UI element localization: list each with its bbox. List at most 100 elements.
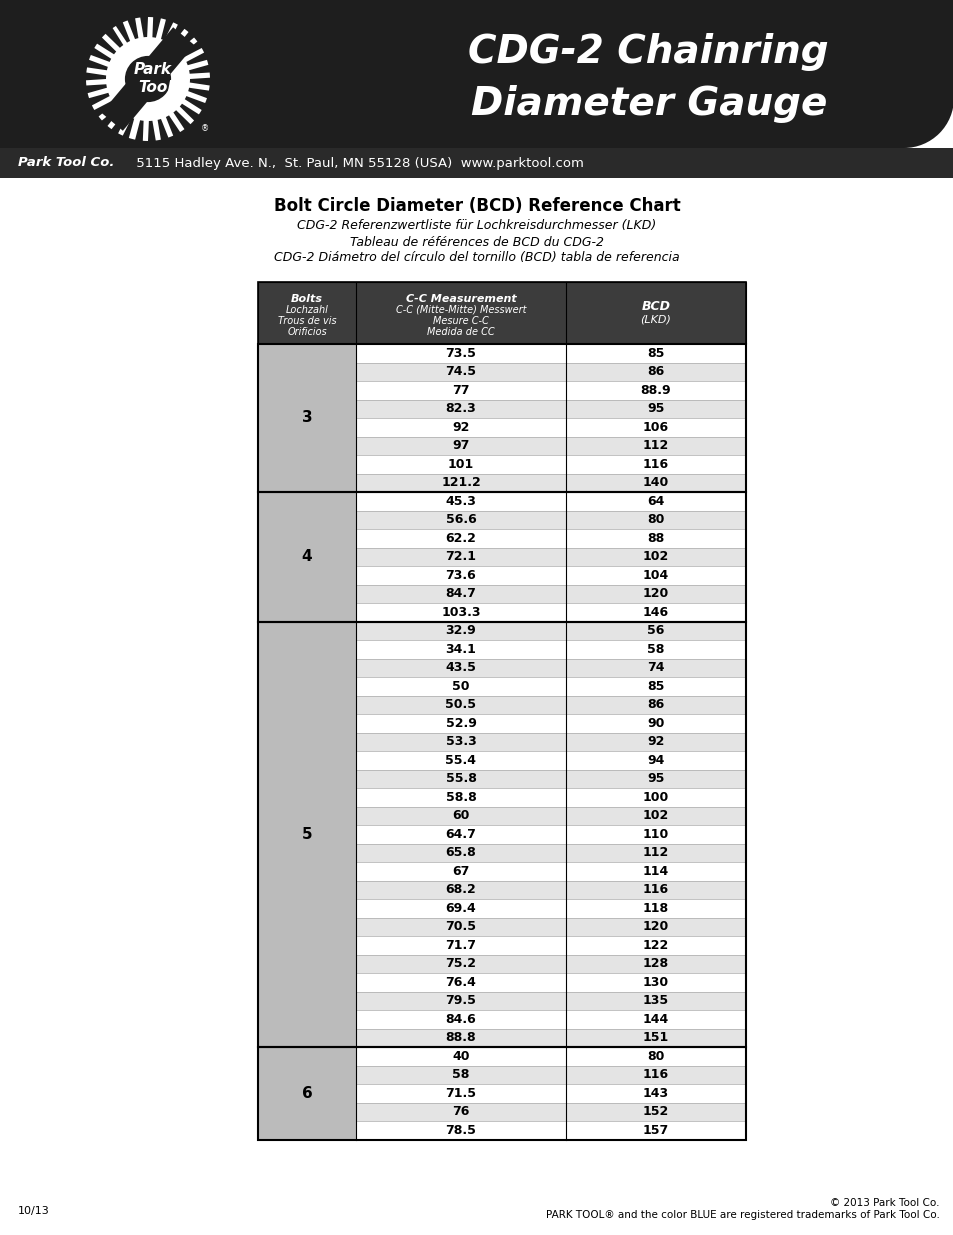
Bar: [565, 899, 745, 918]
Bar: [565, 1047, 745, 1066]
Bar: [355, 751, 565, 769]
Bar: [355, 1010, 565, 1029]
Text: 70.5: 70.5: [445, 920, 476, 934]
Bar: [565, 769, 745, 788]
Bar: [355, 363, 565, 382]
Text: 121.2: 121.2: [440, 477, 480, 489]
Bar: [565, 825, 745, 844]
Bar: [565, 788, 745, 806]
Bar: [565, 881, 745, 899]
Text: 45.3: 45.3: [445, 495, 476, 508]
Text: 90: 90: [647, 716, 664, 730]
Text: 128: 128: [642, 957, 668, 971]
Text: 104: 104: [642, 569, 668, 582]
Text: 74.5: 74.5: [445, 366, 476, 378]
Text: 55.8: 55.8: [445, 772, 476, 785]
Text: 110: 110: [642, 827, 668, 841]
Bar: [355, 955, 565, 973]
Bar: [565, 806, 745, 825]
Circle shape: [125, 56, 171, 103]
Text: 118: 118: [642, 902, 668, 915]
Text: 88: 88: [647, 532, 664, 545]
Bar: [355, 1084, 565, 1103]
Text: Bolt Circle Diameter (BCD) Reference Chart: Bolt Circle Diameter (BCD) Reference Cha…: [274, 198, 679, 215]
Text: 65.8: 65.8: [445, 846, 476, 860]
Text: © 2013 Park Tool Co.: © 2013 Park Tool Co.: [830, 1198, 939, 1208]
Bar: [565, 603, 745, 621]
Bar: [355, 399, 565, 417]
Text: 3: 3: [301, 410, 312, 426]
Text: 86: 86: [647, 698, 664, 711]
Text: Bolts: Bolts: [291, 294, 323, 304]
Text: 80: 80: [647, 1050, 664, 1063]
Polygon shape: [86, 17, 210, 141]
Text: 50.5: 50.5: [445, 698, 476, 711]
Bar: [0, 148, 953, 178]
Bar: [355, 714, 565, 732]
Text: 85: 85: [647, 347, 664, 359]
Bar: [355, 862, 565, 881]
Text: 78.5: 78.5: [445, 1124, 476, 1136]
Text: CDG-2 Chainring: CDG-2 Chainring: [468, 33, 828, 70]
Bar: [565, 566, 745, 584]
Bar: [565, 1066, 745, 1084]
Bar: [565, 473, 745, 492]
Bar: [565, 510, 745, 529]
Text: 152: 152: [642, 1105, 668, 1118]
Bar: [565, 640, 745, 658]
Bar: [565, 732, 745, 751]
Text: 116: 116: [642, 883, 668, 897]
Text: 79.5: 79.5: [445, 994, 476, 1008]
Text: 151: 151: [642, 1031, 668, 1045]
Bar: [565, 751, 745, 769]
Bar: [565, 363, 745, 382]
Text: 32.9: 32.9: [445, 624, 476, 637]
Text: Trous de vis: Trous de vis: [277, 316, 336, 326]
Bar: [565, 345, 745, 363]
Text: 120: 120: [642, 920, 668, 934]
Text: 103.3: 103.3: [441, 605, 480, 619]
Bar: [257, 621, 745, 1047]
Text: 55.4: 55.4: [445, 753, 476, 767]
Text: 68.2: 68.2: [445, 883, 476, 897]
Bar: [565, 677, 745, 695]
Text: 114: 114: [642, 864, 668, 878]
Bar: [355, 658, 565, 677]
Text: Medida de CC: Medida de CC: [427, 327, 495, 337]
Text: Park: Park: [133, 63, 172, 78]
Text: 50: 50: [452, 679, 469, 693]
Bar: [903, 98, 953, 148]
Bar: [355, 621, 565, 640]
Text: 71.5: 71.5: [445, 1087, 476, 1099]
Bar: [565, 936, 745, 955]
Bar: [565, 399, 745, 417]
Text: 77: 77: [452, 384, 469, 396]
Text: Mesure C-C: Mesure C-C: [433, 316, 488, 326]
Bar: [355, 345, 565, 363]
Text: 157: 157: [642, 1124, 668, 1136]
Bar: [355, 677, 565, 695]
Bar: [355, 844, 565, 862]
Bar: [0, 0, 953, 148]
Text: 92: 92: [647, 735, 664, 748]
Text: 95: 95: [647, 403, 664, 415]
Bar: [257, 492, 745, 621]
Text: 95: 95: [647, 772, 664, 785]
Bar: [565, 1029, 745, 1047]
Text: 58: 58: [452, 1068, 469, 1082]
Bar: [565, 695, 745, 714]
Text: 67: 67: [452, 864, 469, 878]
Bar: [355, 992, 565, 1010]
Bar: [355, 732, 565, 751]
Text: 5: 5: [301, 826, 312, 842]
Bar: [565, 1121, 745, 1140]
Text: 100: 100: [642, 790, 668, 804]
Text: 10/13: 10/13: [18, 1207, 50, 1216]
Text: 88.8: 88.8: [445, 1031, 476, 1045]
Bar: [355, 936, 565, 955]
Bar: [257, 621, 355, 1047]
Text: 76: 76: [452, 1105, 469, 1118]
Text: C-C (Mitte-Mitte) Messwert: C-C (Mitte-Mitte) Messwert: [395, 305, 526, 315]
Text: CDG-2 Referenzwertliste für Lochkreisdurchmesser (LKD): CDG-2 Referenzwertliste für Lochkreisdur…: [297, 220, 656, 232]
Bar: [565, 382, 745, 399]
